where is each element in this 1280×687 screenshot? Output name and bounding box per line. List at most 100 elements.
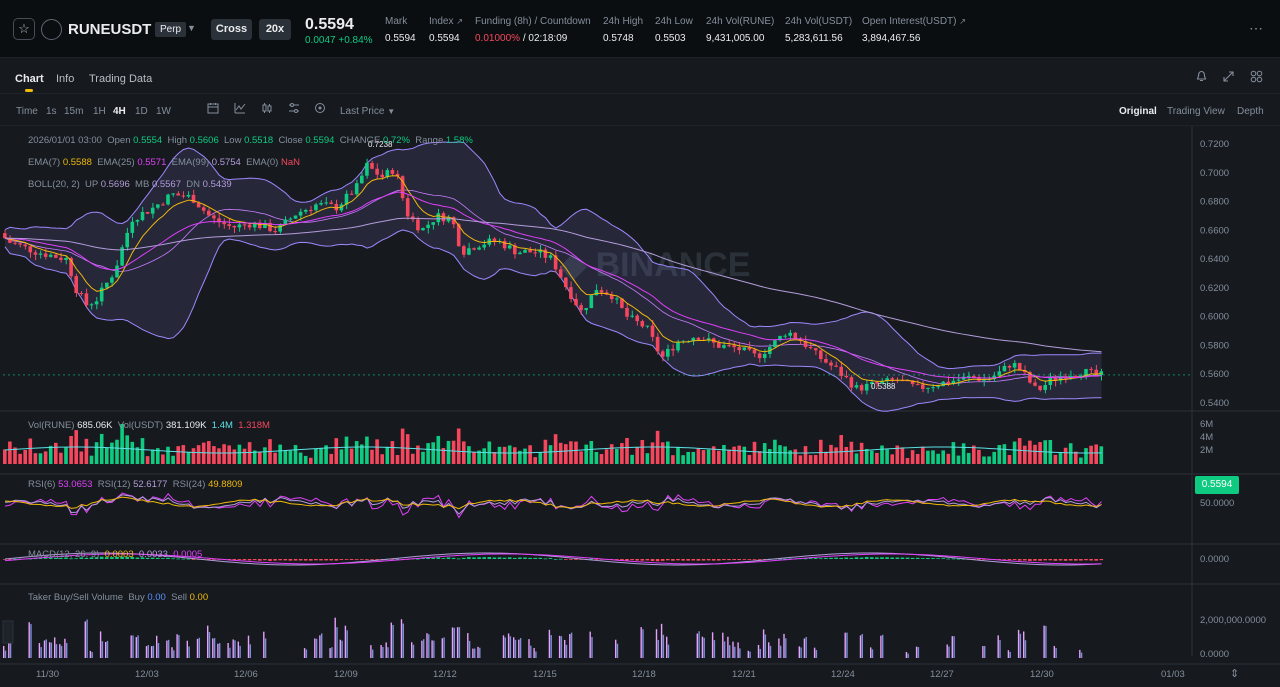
taker-sell-bar <box>249 644 251 658</box>
vol-ma1-value: 1.4M <box>211 420 233 431</box>
macd-hist-bar <box>1028 559 1032 561</box>
volume-bar <box>105 447 109 464</box>
taker-sell-bar <box>213 638 216 658</box>
candle-body <box>569 287 573 299</box>
candle-body <box>594 290 599 296</box>
info-icon[interactable]: ↗ <box>959 17 966 26</box>
volume-bar <box>589 440 594 464</box>
volume-bar <box>482 448 486 464</box>
more-icon[interactable]: ⋯ <box>1249 20 1264 36</box>
candle-body <box>33 252 38 255</box>
chevron-down-icon[interactable]: ▼ <box>187 23 196 33</box>
target-icon[interactable] <box>314 102 326 117</box>
volume-bar <box>64 447 68 464</box>
candle-body <box>110 277 114 283</box>
volume-bar <box>941 450 945 464</box>
stat-funding: Funding (8h) / Countdown 0.01000% / 02:1… <box>475 16 591 44</box>
macd-hist-bar <box>252 559 257 561</box>
macd-hist-bar <box>956 558 961 560</box>
taker-buy-bar <box>768 642 770 658</box>
volume-bar <box>201 442 206 464</box>
candle-type-icon[interactable] <box>261 102 273 117</box>
margin-mode-button[interactable]: Cross <box>211 19 252 40</box>
taker-sell-bar <box>749 651 751 658</box>
layout-grid-icon[interactable] <box>1250 70 1263 86</box>
expand-icon[interactable] <box>1222 70 1235 86</box>
stat-label: 24h Low <box>655 16 693 27</box>
candle-body <box>451 217 456 225</box>
macd-hist-bar <box>762 559 767 560</box>
chart-area[interactable]: ◆ BINANCE 0.7200 0.7000 0.6800 0.6600 0.6400… <box>0 126 1280 687</box>
macd-hist-bar <box>314 559 318 561</box>
taker-buy-bar <box>696 633 698 658</box>
interval-1h[interactable]: 1H <box>93 106 106 117</box>
taker-sell-bar <box>173 650 175 658</box>
taker-sell-bar <box>667 644 670 658</box>
view-trading-view[interactable]: Trading View <box>1167 106 1225 117</box>
interval-4h[interactable]: 4H <box>113 106 126 117</box>
interval-1d[interactable]: 1D <box>135 106 148 117</box>
price-axis-label: 0.6800 <box>1200 197 1229 208</box>
macd-hist-bar <box>446 557 451 559</box>
candle-body <box>773 340 777 348</box>
macd-hist-bar <box>492 557 497 559</box>
rsi6-value: 53.0653 <box>58 479 93 490</box>
taker-buy-bar <box>737 642 739 658</box>
macd-hist-bar <box>64 557 68 559</box>
macd-hist-bar <box>936 558 940 560</box>
taker-sell-bar <box>800 647 802 658</box>
taker-sell-bar <box>591 637 593 658</box>
volume-bar <box>773 439 777 464</box>
volume-bar <box>870 450 874 464</box>
indicator-chart-icon[interactable] <box>234 102 246 117</box>
symbol-name[interactable]: RUNEUSDT <box>68 21 152 38</box>
taker-buy-bar <box>411 642 413 658</box>
macd-hist-bar <box>1053 559 1058 561</box>
macd-hist-bar <box>268 559 272 561</box>
tab-chart[interactable]: Chart <box>15 73 44 85</box>
volume-bar <box>1023 445 1027 464</box>
favorite-star-icon[interactable]: ☆ <box>13 18 35 40</box>
leverage-button[interactable]: 20x <box>259 19 291 40</box>
alert-bell-icon[interactable] <box>1195 70 1208 86</box>
volume-bar <box>742 446 747 464</box>
taker-sell-bar <box>336 627 338 658</box>
interval-1w[interactable]: 1W <box>156 106 171 117</box>
macd-axis-label: 0.0000 <box>1200 554 1229 565</box>
taker-sell-bar <box>764 634 767 658</box>
interval-1s[interactable]: 1s <box>46 106 57 117</box>
candle-body <box>171 193 175 195</box>
candle-body <box>880 381 884 384</box>
view-original[interactable]: Original <box>1119 106 1157 117</box>
tab-trading-data[interactable]: Trading Data <box>89 73 153 85</box>
macd-hist-bar <box>819 558 823 560</box>
interval-15m[interactable]: 15m <box>64 106 84 117</box>
taker-sell-bar <box>616 643 619 658</box>
macd-hist-bar <box>543 558 548 560</box>
volume-bar <box>247 442 252 464</box>
volume-bar <box>788 450 792 464</box>
volume-bar <box>875 452 879 464</box>
candle-body <box>951 380 956 384</box>
view-depth[interactable]: Depth <box>1237 106 1264 117</box>
legend-open: 0.5554 <box>133 135 163 146</box>
macd-hist-bar <box>594 559 599 560</box>
macd-hist-bar <box>864 557 869 559</box>
macd-hist-bar <box>365 559 369 560</box>
volume-bar <box>834 447 838 464</box>
taker-sell-bar <box>321 633 323 658</box>
macd-hist-bar <box>854 557 859 559</box>
info-icon[interactable]: ↗ <box>456 17 463 26</box>
calendar-icon[interactable] <box>207 102 219 117</box>
price-type-select[interactable]: Last Price ▼ <box>340 106 395 117</box>
candle-body <box>1043 384 1047 391</box>
candle-body <box>977 377 981 381</box>
legend-label: Sell <box>171 592 187 603</box>
taker-buy-bar <box>217 643 219 658</box>
settings-sliders-icon[interactable] <box>288 102 300 117</box>
volume-bar <box>176 446 180 464</box>
taker-sell-bar <box>443 637 445 658</box>
tab-info[interactable]: Info <box>56 73 75 85</box>
price-chart[interactable]: ◆ BINANCE 0.7200 0.7000 0.6800 0.6600 0.6400… <box>0 126 1280 687</box>
macd-hist-bar <box>181 558 186 560</box>
